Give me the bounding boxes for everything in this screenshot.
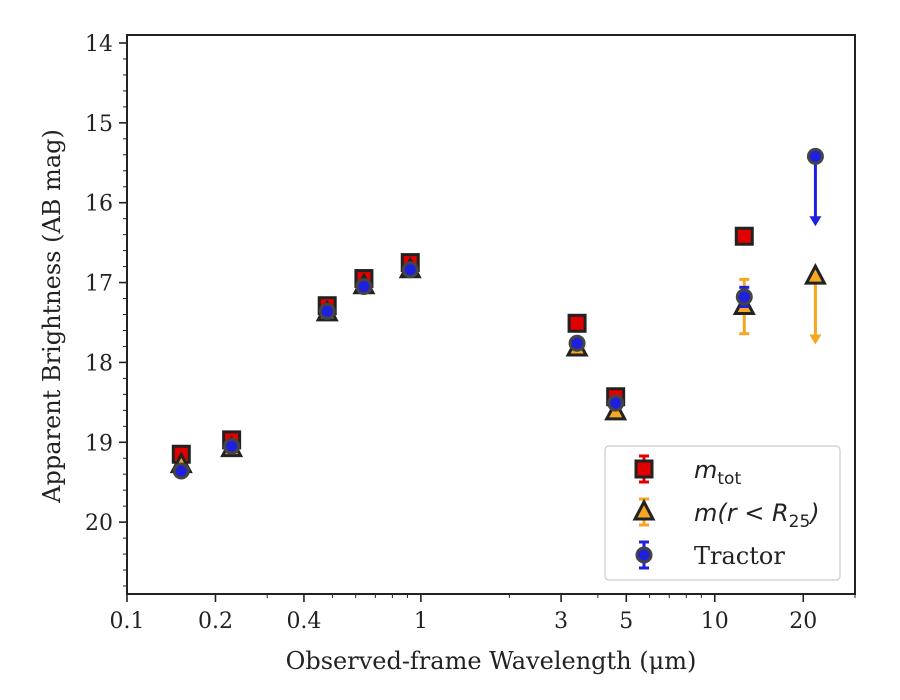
x-axis-label: Observed-frame Wavelength (μm) — [286, 647, 697, 675]
data-point-triangle — [803, 262, 827, 285]
x-tick-label: 5 — [619, 609, 633, 634]
y-axis-label: Apparent Brightness (AB mag) — [38, 129, 66, 504]
y-tick-label: 16 — [85, 192, 113, 217]
data-point-circle — [568, 334, 586, 352]
legend-frame — [604, 445, 841, 581]
legend-marker-square — [634, 459, 654, 479]
data-point-circle — [401, 261, 419, 279]
x-tick-label: 1 — [414, 609, 428, 634]
data-point-circle — [223, 437, 241, 455]
data-markers — [169, 147, 827, 480]
axes: 14 15 16 17 18 19 20 0.1 0.2 0.4 1 3 5 10 20 — [85, 32, 856, 634]
data-point-circle — [318, 302, 336, 320]
y-tick-label: 17 — [85, 272, 113, 297]
data-point-circle — [172, 462, 190, 480]
y-tick-label: 14 — [85, 32, 113, 57]
series-m(r<R25) — [169, 256, 827, 474]
legend-label: Tractor — [694, 542, 785, 570]
legend-label: mtot — [694, 456, 741, 489]
x-tick-label: 0.4 — [286, 609, 321, 634]
x-tick-label: 0.1 — [110, 609, 145, 634]
data-point-square — [734, 226, 754, 246]
data-point-circle — [806, 147, 824, 165]
y-tick-label: 20 — [85, 511, 113, 536]
upper-limit-arrow-arrowhead — [809, 216, 822, 227]
legend-marker-triangle — [632, 498, 656, 521]
x-tick-label: 0.2 — [198, 609, 233, 634]
legend: mtot m(r < R25) Tractor — [604, 445, 841, 581]
series-Tractor — [172, 147, 824, 480]
x-tick-label: 10 — [701, 609, 729, 634]
y-tick-label: 19 — [85, 431, 113, 456]
upper-limit-arrow — [809, 154, 822, 227]
data-point-square — [567, 313, 587, 333]
upper-limit-arrow — [809, 274, 822, 345]
data-point-circle — [607, 394, 625, 412]
series-m_tot — [171, 226, 754, 464]
data-point-circle — [735, 288, 753, 306]
data-point-circle — [355, 278, 373, 296]
y-tick-label: 15 — [85, 112, 113, 137]
legend-marker-circle — [635, 546, 653, 564]
upper-limit-arrow-arrowhead — [809, 334, 822, 345]
y-tick-label: 18 — [85, 351, 113, 376]
x-tick-label: 3 — [554, 609, 568, 634]
legend-label: m(r < R25) — [694, 499, 820, 532]
x-tick-label: 20 — [789, 609, 817, 634]
